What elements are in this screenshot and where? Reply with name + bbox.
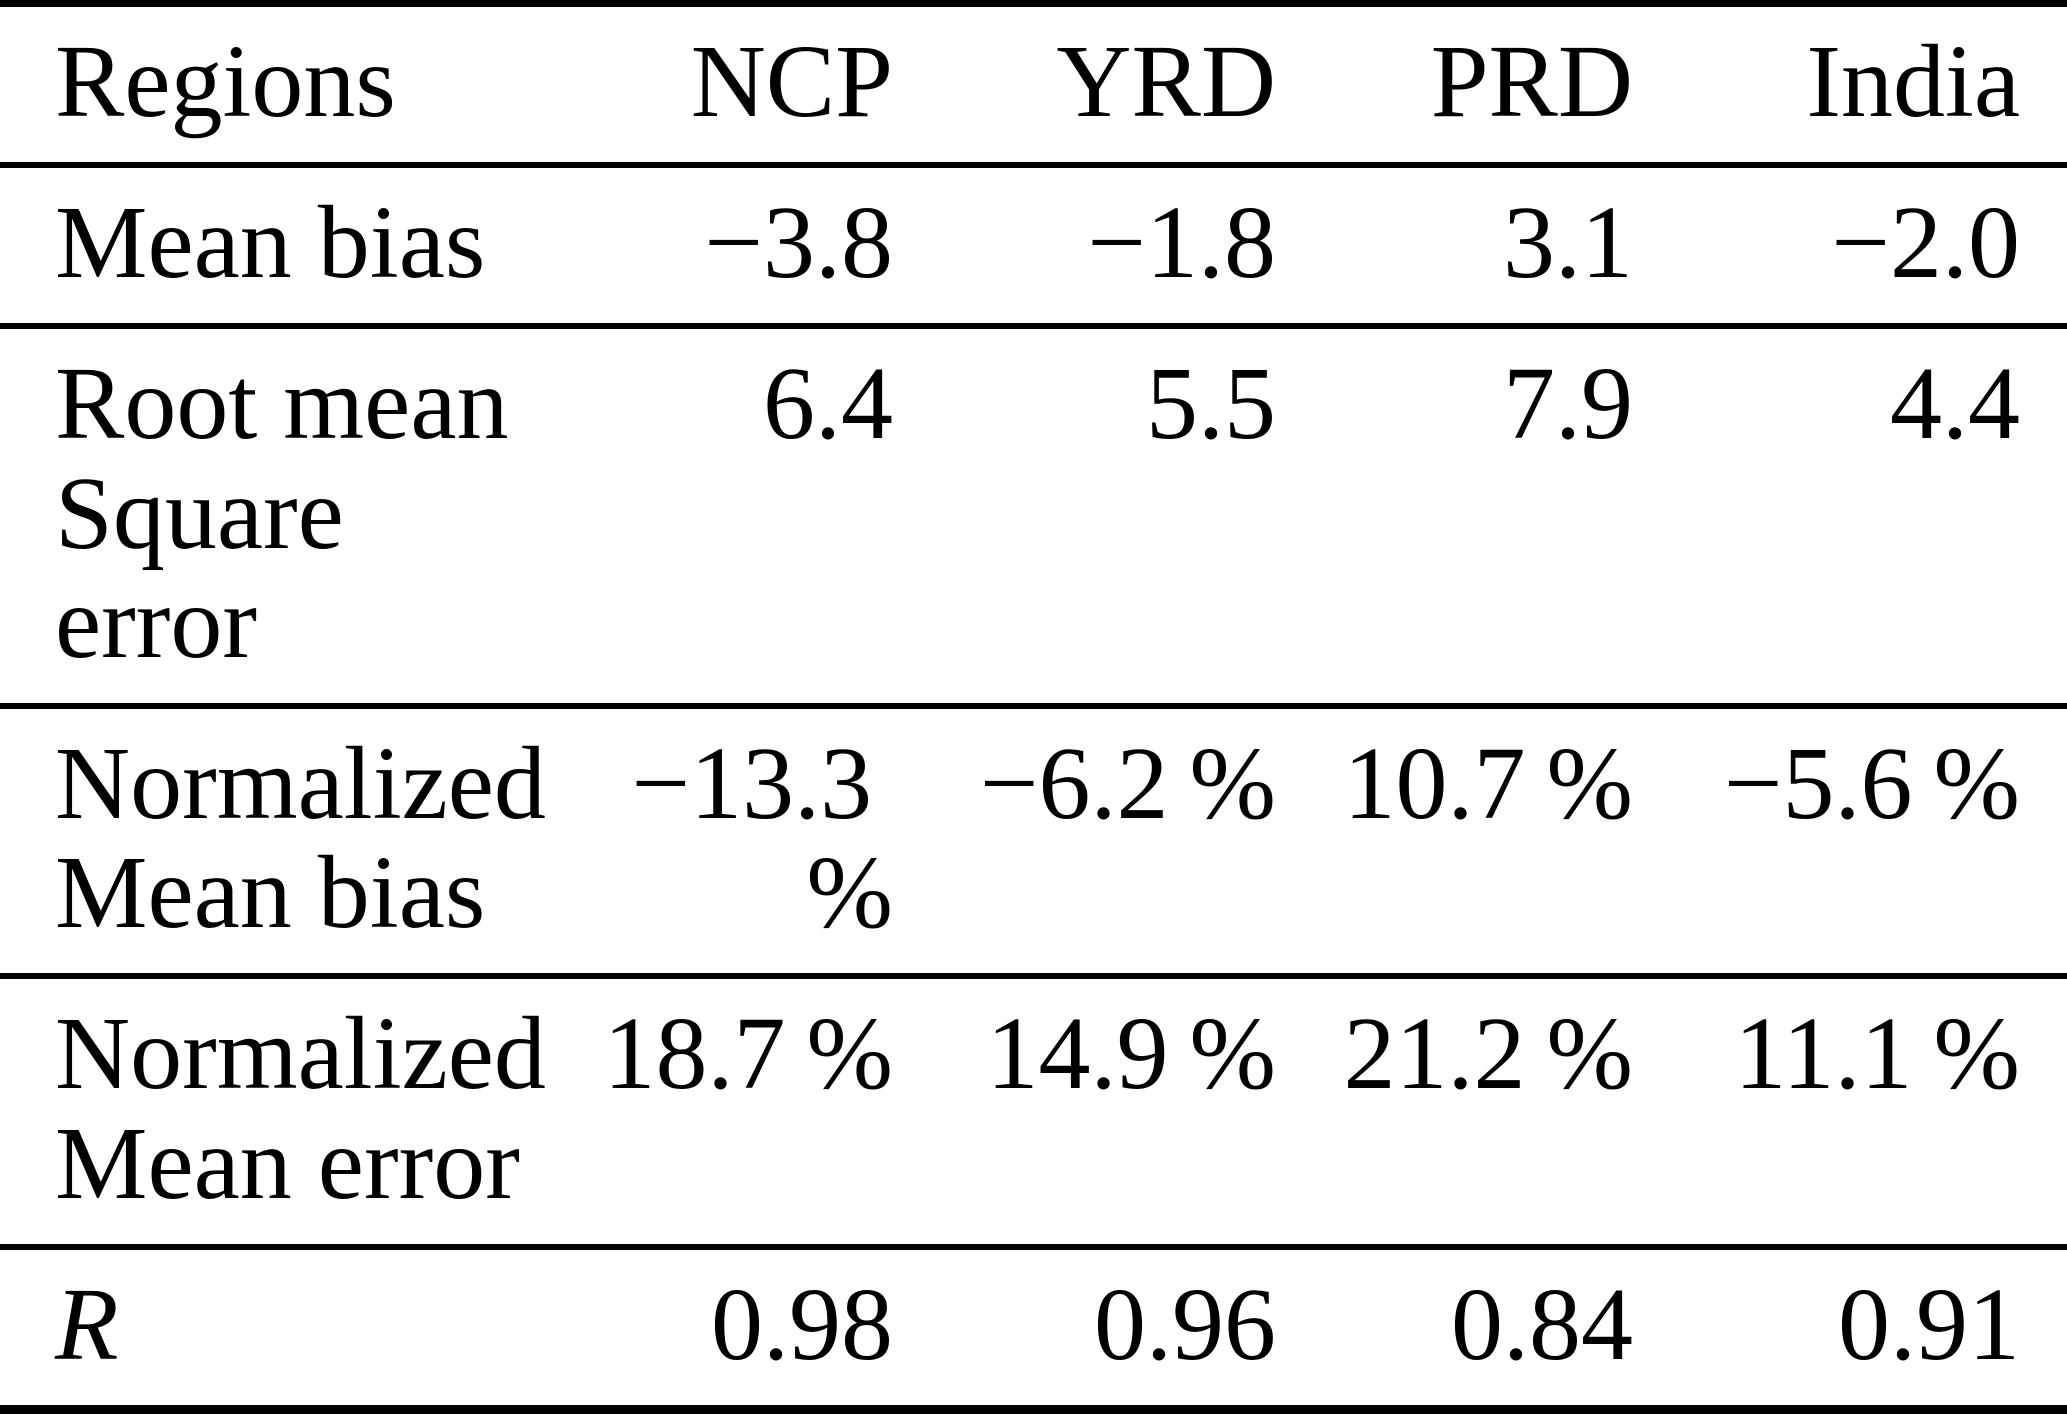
cell-value: −3.8	[704, 185, 893, 301]
cell-value: −2.0	[1831, 185, 2020, 301]
cell-value: 4.4	[1890, 346, 2020, 462]
table-row-normalized-mean-error: Normalized Mean error 18.7 % 14.9 % 21.2…	[0, 976, 2067, 1247]
table-row-correlation: R 0.98 0.96 0.84 0.91	[0, 1247, 2067, 1410]
header-row: Regions NCP YRD PRD India	[0, 4, 2067, 166]
cell-value: 0.98	[711, 1266, 893, 1382]
cell-value: 5.5	[1146, 346, 1276, 462]
table-row-rmse: Root mean Square error 6.4 5.5 7.9 4.4	[0, 326, 2067, 706]
column-header-india: India	[1806, 24, 2020, 139]
cell-value: 7.9	[1503, 346, 1633, 462]
column-header-prd: PRD	[1430, 24, 1633, 139]
row-label: Normalized Mean bias	[55, 725, 546, 951]
cell-value: 14.9 %	[986, 996, 1276, 1112]
cell-value: −13.3 %	[631, 725, 893, 951]
row-label: R	[55, 1266, 119, 1382]
table-row-normalized-mean-bias: Normalized Mean bias −13.3 % −6.2 % 10.7…	[0, 706, 2067, 977]
row-label: Root mean Square error	[55, 346, 509, 680]
cell-value: 0.84	[1451, 1266, 1633, 1382]
cell-value: 6.4	[763, 346, 893, 462]
row-label: Mean bias	[55, 185, 486, 301]
cell-value: 10.7 %	[1343, 725, 1633, 841]
cell-value: −6.2 %	[979, 725, 1276, 841]
cell-value: −5.6 %	[1723, 725, 2020, 841]
column-header-regions: Regions	[55, 24, 396, 139]
cell-value: 3.1	[1503, 185, 1633, 301]
row-label: Normalized Mean error	[55, 996, 546, 1221]
cell-value: 21.2 %	[1343, 996, 1633, 1112]
column-header-yrd: YRD	[1056, 24, 1276, 139]
cell-value: 11.1 %	[1734, 996, 2020, 1112]
column-header-ncp: NCP	[690, 24, 893, 139]
cell-value: 0.91	[1838, 1266, 2020, 1382]
cell-value: −1.8	[1087, 185, 1276, 301]
cell-value: 0.96	[1094, 1266, 1276, 1382]
table-row-mean-bias: Mean bias −3.8 −1.8 3.1 −2.0	[0, 165, 2067, 327]
cell-value: 18.7 %	[603, 996, 893, 1112]
